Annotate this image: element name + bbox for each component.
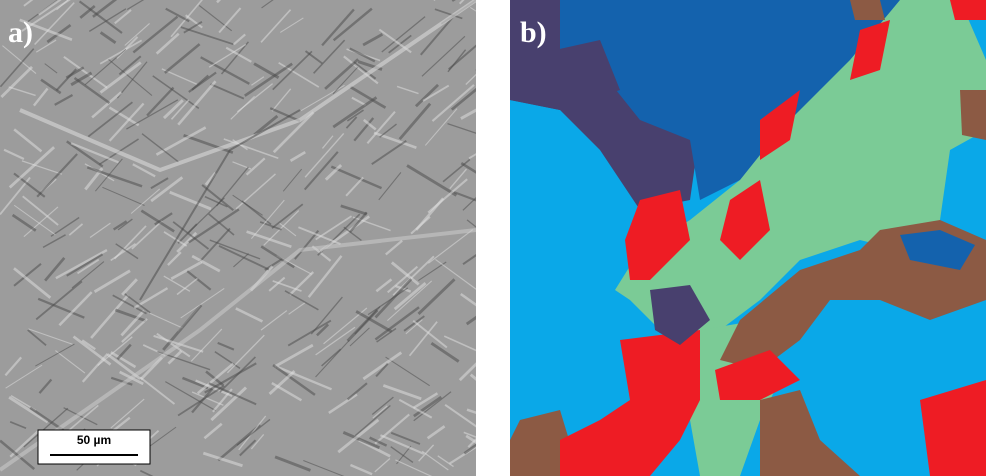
panel-label: a)	[8, 16, 33, 49]
phase-region	[950, 0, 986, 20]
scale-bar: 50 µm	[38, 430, 150, 464]
texture-streak	[476, 44, 506, 70]
micrograph-panel	[0, 0, 518, 476]
phase-region	[960, 90, 986, 140]
panel-label: b)	[520, 16, 547, 49]
figure: a) 50 µm b)	[0, 0, 986, 476]
phase-region	[850, 0, 885, 20]
scale-bar-label: 50 µm	[77, 433, 111, 447]
ebsd-panel	[510, 0, 986, 476]
